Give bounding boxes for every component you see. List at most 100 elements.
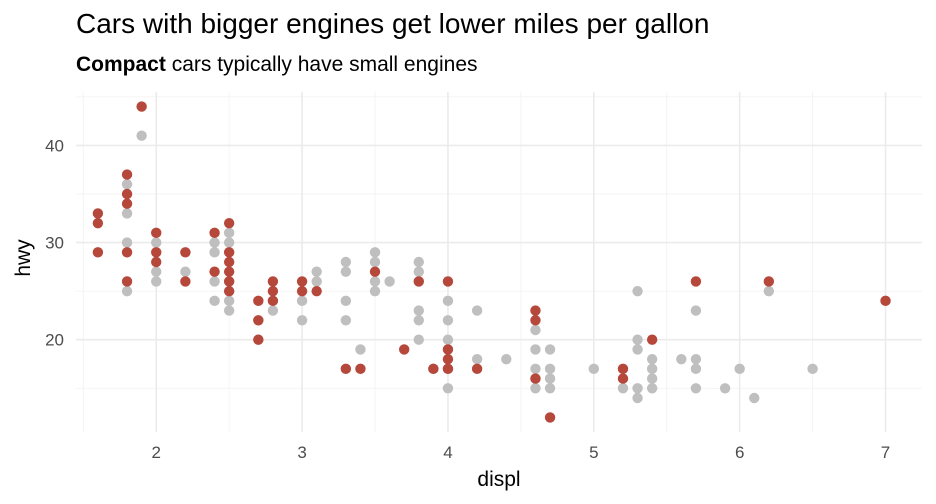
compact-point <box>136 101 147 112</box>
compact-point <box>151 227 162 239</box>
other-point <box>690 305 702 316</box>
data-points <box>92 101 891 423</box>
other-point <box>121 208 133 219</box>
other-point <box>296 315 308 326</box>
x-tick-label: 3 <box>297 443 306 462</box>
other-point <box>544 373 556 384</box>
compact-point <box>223 247 235 258</box>
other-point <box>442 295 454 307</box>
other-point <box>632 344 643 355</box>
compact-point <box>223 276 235 287</box>
other-point <box>296 295 308 307</box>
other-point <box>340 315 352 326</box>
x-axis-title: displ <box>477 468 520 491</box>
y-tick-label: 30 <box>45 234 64 253</box>
other-point <box>151 266 162 277</box>
other-point <box>413 305 424 316</box>
compact-point <box>223 256 235 268</box>
compact-point <box>617 373 629 384</box>
other-point <box>544 363 556 375</box>
other-point <box>121 179 133 190</box>
compact-point <box>530 305 541 316</box>
other-point <box>471 305 483 316</box>
other-point <box>413 266 424 277</box>
other-point <box>136 130 147 141</box>
compact-point <box>880 295 891 307</box>
other-point <box>355 344 366 355</box>
other-point <box>311 276 322 287</box>
other-point <box>442 315 454 326</box>
compact-point <box>180 247 191 258</box>
x-tick-labels: 2 3 4 5 6 7 <box>151 443 890 462</box>
other-point <box>646 383 658 394</box>
other-point <box>734 363 745 375</box>
compact-point <box>121 247 133 258</box>
other-point <box>121 237 133 248</box>
x-tick-label: 6 <box>735 443 744 462</box>
compact-point <box>442 344 454 355</box>
other-point <box>646 353 658 365</box>
compact-point <box>530 373 541 384</box>
compact-point <box>617 363 629 375</box>
compact-point <box>267 276 279 287</box>
compact-point <box>151 247 162 258</box>
other-point <box>530 344 541 355</box>
other-point <box>151 276 162 287</box>
other-point <box>369 247 381 258</box>
compact-point <box>690 276 702 287</box>
compact-point <box>544 412 556 423</box>
compact-point <box>151 256 162 268</box>
other-point <box>413 334 424 345</box>
other-point <box>180 266 191 277</box>
chart-title: Cars with bigger engines get lower miles… <box>76 8 709 39</box>
subtitle-rest: cars typically have small engines <box>166 53 478 76</box>
x-tick-label: 7 <box>881 443 890 462</box>
other-point <box>690 383 702 394</box>
compact-point <box>267 295 279 307</box>
compact-point <box>442 353 454 365</box>
subtitle-highlight: Compact <box>76 53 166 76</box>
other-point <box>442 383 454 394</box>
compact-point <box>223 266 235 277</box>
other-point <box>632 285 643 297</box>
compact-point <box>223 217 235 229</box>
other-point <box>544 383 556 394</box>
other-point <box>617 383 629 394</box>
compact-point <box>442 276 454 287</box>
other-point <box>369 256 381 268</box>
other-point <box>340 295 352 307</box>
compact-point <box>763 276 775 287</box>
other-point <box>530 383 541 394</box>
x-tick-label: 4 <box>443 443 452 462</box>
compact-point <box>253 315 264 326</box>
compact-point <box>442 363 454 375</box>
compact-point <box>428 363 439 375</box>
compact-point <box>121 276 133 287</box>
compact-point <box>121 198 133 209</box>
y-tick-label: 40 <box>45 136 64 155</box>
compact-point <box>223 285 235 297</box>
compact-point <box>311 285 322 297</box>
other-point <box>121 285 133 297</box>
compact-point <box>121 169 133 180</box>
other-point <box>223 227 235 239</box>
compact-point <box>646 334 658 345</box>
other-point <box>501 353 512 365</box>
compact-point <box>369 266 381 277</box>
other-point <box>369 285 381 297</box>
other-point <box>209 237 220 248</box>
other-point <box>471 353 483 365</box>
compact-point <box>267 285 279 297</box>
other-point <box>209 247 220 258</box>
other-point <box>311 266 322 277</box>
other-point <box>442 334 454 345</box>
compact-point <box>398 344 410 355</box>
other-point <box>807 363 818 375</box>
other-point <box>151 237 162 248</box>
other-point <box>690 363 702 375</box>
other-point <box>676 353 687 365</box>
other-point <box>632 392 643 404</box>
x-tick-label: 2 <box>151 443 160 462</box>
x-tick-label: 5 <box>589 443 598 462</box>
